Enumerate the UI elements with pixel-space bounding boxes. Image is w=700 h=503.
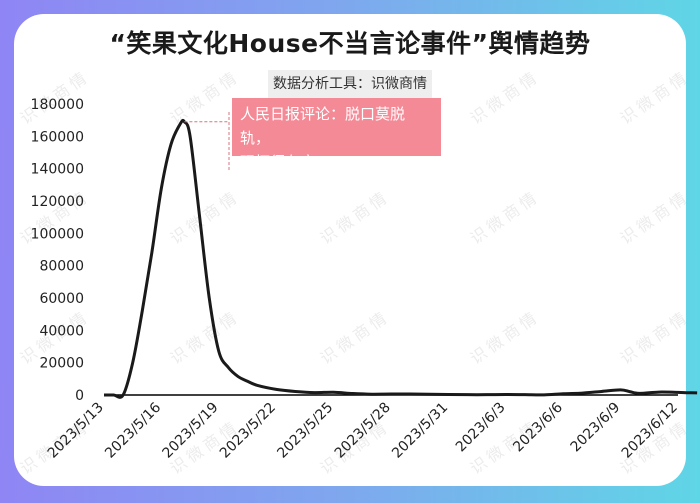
x-tick-label: 2023/6/3 bbox=[453, 400, 509, 456]
x-tick-label: 2023/5/22 bbox=[217, 400, 279, 462]
chart-title: “笑果文化House不当言论事件”舆情趋势 bbox=[109, 29, 591, 58]
series-line bbox=[103, 118, 698, 399]
peak-annotation: 人民日报评论：脱口莫脱轨， 玩梗须有度 bbox=[232, 98, 441, 171]
x-tick-label: 2023/6/6 bbox=[510, 399, 566, 455]
y-tick-label: 120000 bbox=[31, 194, 84, 210]
x-tick-label: 2023/5/31 bbox=[389, 400, 451, 462]
data-source-label: 数据分析工具：识微商情 bbox=[268, 70, 432, 98]
annotation-line-1: 人民日报评论：脱口莫脱轨， bbox=[240, 105, 406, 147]
y-tick-label: 40000 bbox=[39, 323, 84, 339]
y-tick-label: 140000 bbox=[31, 162, 84, 178]
x-tick-label: 2023/5/16 bbox=[102, 399, 164, 461]
y-tick-label: 20000 bbox=[39, 356, 84, 372]
annotation-line-2: 玩梗须有度 bbox=[240, 153, 316, 171]
y-tick-label: 60000 bbox=[39, 291, 84, 307]
x-tick-label: 2023/5/13 bbox=[45, 400, 107, 462]
x-tick-label: 2023/6/9 bbox=[568, 400, 624, 456]
x-tick-label: 2023/5/19 bbox=[160, 400, 222, 462]
x-tick-label: 2023/6/12 bbox=[619, 400, 681, 462]
y-tick-label: 100000 bbox=[31, 226, 84, 242]
y-tick-label: 180000 bbox=[31, 97, 84, 113]
y-tick-label: 80000 bbox=[39, 259, 84, 275]
x-tick-label: 2023/5/28 bbox=[332, 400, 394, 462]
y-tick-label: 160000 bbox=[31, 129, 84, 145]
y-tick-label: 0 bbox=[75, 388, 84, 404]
x-tick-label: 2023/5/25 bbox=[274, 400, 336, 462]
chart-card: 识微商情 识微商情 识微商情 识微商情 识微商情 识微商情 识微商情 识微商情 … bbox=[14, 14, 686, 486]
